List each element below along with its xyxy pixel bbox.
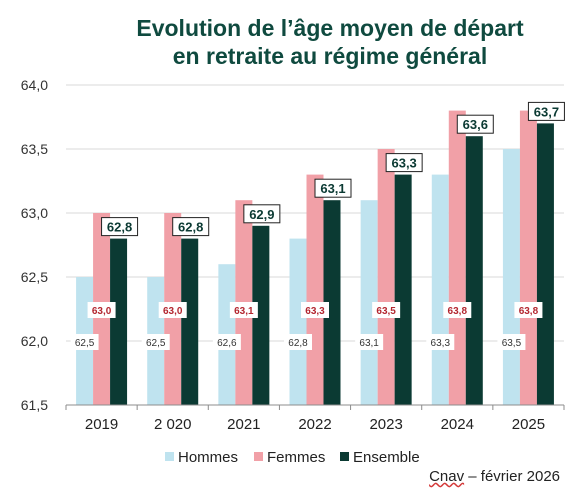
data-label-box-hommes xyxy=(355,334,384,350)
data-label-femmes: 63,8 xyxy=(448,306,468,317)
data-label-hommes: 63,5 xyxy=(502,338,522,349)
x-tick-label: 2 020 xyxy=(154,416,192,433)
data-label-box-femmes xyxy=(87,302,116,318)
bar-ensemble xyxy=(465,136,483,405)
data-label-box-femmes xyxy=(443,302,472,318)
data-label-hommes: 63,3 xyxy=(431,338,451,349)
bar-ensemble xyxy=(536,123,554,406)
data-label-box-ensemble xyxy=(172,217,210,237)
data-label-box-ensemble xyxy=(101,217,139,237)
data-label-hommes: 62,8 xyxy=(288,338,308,349)
legend-swatch-ensemble xyxy=(340,452,349,461)
y-tick-label: 63,5 xyxy=(21,141,48,157)
data-label-box-hommes xyxy=(70,334,99,350)
data-label-femmes: 63,3 xyxy=(305,306,325,317)
data-label-ensemble: 63,6 xyxy=(463,117,488,132)
bar-femmes xyxy=(448,110,466,405)
y-tick-label: 64,0 xyxy=(21,77,48,93)
data-label-hommes: 62,5 xyxy=(146,338,166,349)
data-label-femmes: 63,0 xyxy=(92,306,112,317)
data-label-box-femmes xyxy=(158,302,187,318)
data-label-box-femmes xyxy=(372,302,401,318)
legend-swatch-hommes xyxy=(165,452,174,461)
bar-hommes xyxy=(431,174,449,405)
data-label-femmes: 63,0 xyxy=(163,306,183,317)
bar-femmes xyxy=(377,149,395,405)
x-tick-label: 2023 xyxy=(369,416,402,433)
data-label-ensemble: 63,3 xyxy=(391,156,416,171)
chart-title-line-2: en retraite au régime général xyxy=(172,43,488,69)
data-label-hommes: 62,5 xyxy=(75,338,95,349)
data-label-box-ensemble xyxy=(243,204,281,224)
x-axis: 2019 2 020 2021 2022 2023 2024 2025 xyxy=(65,404,565,433)
bar-ensemble xyxy=(252,225,270,405)
data-label-ensemble: 62,8 xyxy=(178,220,203,235)
source-rest: – février 2026 xyxy=(464,468,560,485)
bar-ensemble xyxy=(394,174,412,405)
data-label-ensemble: 63,1 xyxy=(320,181,345,196)
data-labels: 62,5 63,0 62,8 62,5 63,0 62,8 62,6 63,1 62,9 62,8… xyxy=(70,101,565,350)
x-tick-label: 2021 xyxy=(227,416,260,433)
y-tick-label: 63,0 xyxy=(21,205,48,221)
x-tick-label: 2022 xyxy=(298,416,331,433)
source-prefix: Cnav xyxy=(429,468,465,485)
bar-ensemble xyxy=(110,238,128,405)
legend: Hommes Femmes Ensemble xyxy=(165,449,420,466)
bar-hommes xyxy=(289,238,307,405)
y-tick-label: 61,5 xyxy=(21,397,48,413)
data-label-ensemble: 62,8 xyxy=(107,220,132,235)
y-axis-ticks: 61,5 62,0 62,5 63,0 63,5 64,0 xyxy=(21,77,48,413)
bar-ensemble xyxy=(323,200,341,405)
data-label-hommes: 63,1 xyxy=(359,338,379,349)
data-label-ensemble: 63,7 xyxy=(534,104,559,119)
data-label-box-hommes xyxy=(426,334,455,350)
bar-femmes xyxy=(306,174,324,405)
bar-femmes xyxy=(519,110,537,405)
data-label-box-hommes xyxy=(284,334,312,350)
y-tick-label: 62,5 xyxy=(21,269,48,285)
legend-swatch-femmes xyxy=(254,452,263,461)
data-label-box-femmes xyxy=(514,302,543,318)
legend-label-femmes: Femmes xyxy=(267,449,325,466)
data-label-box-femmes xyxy=(301,302,329,318)
data-label-box-ensemble xyxy=(314,178,352,198)
y-tick-label: 62,0 xyxy=(21,333,48,349)
data-label-box-ensemble xyxy=(527,101,565,121)
data-label-femmes: 63,8 xyxy=(519,306,539,317)
chart-title: Evolution de l’âge moyen de départ en re… xyxy=(100,14,560,70)
data-label-femmes: 63,5 xyxy=(376,306,396,317)
legend-label-ensemble: Ensemble xyxy=(353,449,420,466)
data-label-box-hommes xyxy=(141,334,170,350)
legend-label-hommes: Hommes xyxy=(178,449,238,466)
data-label-hommes: 62,6 xyxy=(217,338,237,349)
data-label-box-ensemble xyxy=(385,153,423,173)
chart-title-line-1: Evolution de l’âge moyen de départ xyxy=(136,15,524,41)
data-label-ensemble: 62,9 xyxy=(249,207,274,222)
bar-ensemble xyxy=(181,238,199,405)
data-label-femmes: 63,1 xyxy=(234,306,254,317)
bar-hommes xyxy=(360,200,378,405)
data-label-box-hommes xyxy=(497,334,526,350)
data-label-box-hommes xyxy=(212,334,241,350)
source-note: Cnav – février 2026 xyxy=(429,468,560,485)
x-tick-label: 2024 xyxy=(441,416,474,433)
data-label-box-ensemble xyxy=(456,114,494,134)
x-tick-label: 2019 xyxy=(85,416,118,433)
bar-hommes xyxy=(502,149,520,405)
bars xyxy=(76,110,554,406)
x-tick-label: 2025 xyxy=(512,416,545,433)
data-label-box-femmes xyxy=(229,302,258,318)
